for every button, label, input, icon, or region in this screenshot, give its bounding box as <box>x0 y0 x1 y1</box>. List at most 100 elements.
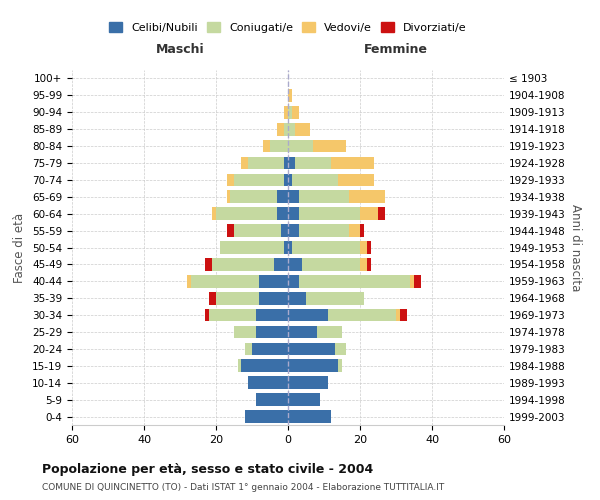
Bar <box>230 190 277 203</box>
Bar <box>292 241 360 254</box>
Bar <box>212 208 216 220</box>
Bar <box>288 190 299 203</box>
Bar <box>338 360 342 372</box>
Bar <box>234 326 256 338</box>
Bar <box>284 156 288 170</box>
Bar <box>288 224 299 237</box>
Bar <box>288 326 317 338</box>
Bar <box>335 342 346 355</box>
Bar <box>259 292 288 304</box>
Bar <box>234 224 281 237</box>
Bar <box>284 174 288 186</box>
Bar <box>288 123 295 136</box>
Bar <box>288 342 335 355</box>
Bar <box>288 241 292 254</box>
Bar <box>209 292 216 304</box>
Bar <box>288 208 299 220</box>
Bar <box>205 309 209 322</box>
Bar <box>284 241 288 254</box>
Bar <box>270 140 288 152</box>
Bar <box>288 376 328 389</box>
Bar <box>277 208 288 220</box>
Bar <box>360 258 367 270</box>
Bar <box>259 275 288 287</box>
Bar <box>241 360 288 372</box>
Text: COMUNE DI QUINCINETTO (TO) - Dati ISTAT 1° gennaio 2004 - Elaborazione TUTTITALI: COMUNE DI QUINCINETTO (TO) - Dati ISTAT … <box>42 484 444 492</box>
Bar <box>288 140 313 152</box>
Bar <box>284 123 288 136</box>
Bar <box>396 309 400 322</box>
Bar <box>313 140 346 152</box>
Bar <box>216 208 277 220</box>
Bar <box>256 309 288 322</box>
Bar <box>245 342 252 355</box>
Bar <box>234 174 284 186</box>
Bar <box>288 174 292 186</box>
Bar <box>302 258 360 270</box>
Bar <box>277 190 288 203</box>
Bar <box>349 224 360 237</box>
Bar <box>299 190 349 203</box>
Bar <box>331 156 374 170</box>
Bar <box>256 326 288 338</box>
Bar <box>209 309 256 322</box>
Bar <box>414 275 421 287</box>
Bar <box>288 258 302 270</box>
Bar <box>248 376 288 389</box>
Bar <box>299 208 360 220</box>
Bar <box>263 140 270 152</box>
Bar <box>288 275 299 287</box>
Bar <box>292 174 338 186</box>
Bar <box>360 208 378 220</box>
Bar <box>317 326 342 338</box>
Bar <box>227 174 234 186</box>
Bar <box>277 123 284 136</box>
Bar <box>360 241 367 254</box>
Bar <box>349 190 385 203</box>
Bar <box>360 224 364 237</box>
Bar <box>288 394 320 406</box>
Bar <box>378 208 385 220</box>
Bar <box>281 224 288 237</box>
Text: Maschi: Maschi <box>155 44 205 57</box>
Bar <box>288 309 328 322</box>
Bar <box>338 174 374 186</box>
Bar <box>288 292 306 304</box>
Bar <box>299 275 410 287</box>
Bar <box>295 156 331 170</box>
Bar <box>205 258 212 270</box>
Bar <box>216 292 259 304</box>
Text: Femmine: Femmine <box>364 44 428 57</box>
Bar <box>288 89 292 102</box>
Text: Popolazione per età, sesso e stato civile - 2004: Popolazione per età, sesso e stato civil… <box>42 462 373 475</box>
Bar <box>241 156 248 170</box>
Bar <box>212 258 274 270</box>
Bar <box>256 394 288 406</box>
Bar <box>191 275 259 287</box>
Bar <box>367 258 371 270</box>
Bar <box>288 106 292 118</box>
Bar <box>187 275 191 287</box>
Bar <box>306 292 364 304</box>
Bar <box>227 224 234 237</box>
Bar <box>248 156 284 170</box>
Bar <box>274 258 288 270</box>
Bar <box>410 275 414 287</box>
Bar <box>220 241 284 254</box>
Bar <box>400 309 407 322</box>
Bar <box>284 106 288 118</box>
Y-axis label: Fasce di età: Fasce di età <box>13 212 26 282</box>
Bar <box>295 123 310 136</box>
Bar <box>288 156 295 170</box>
Bar <box>292 106 299 118</box>
Bar <box>288 410 331 423</box>
Bar <box>328 309 396 322</box>
Bar <box>245 410 288 423</box>
Bar <box>238 360 241 372</box>
Bar <box>252 342 288 355</box>
Bar <box>367 241 371 254</box>
Bar <box>299 224 349 237</box>
Bar <box>288 360 338 372</box>
Y-axis label: Anni di nascita: Anni di nascita <box>569 204 582 291</box>
Bar <box>227 190 230 203</box>
